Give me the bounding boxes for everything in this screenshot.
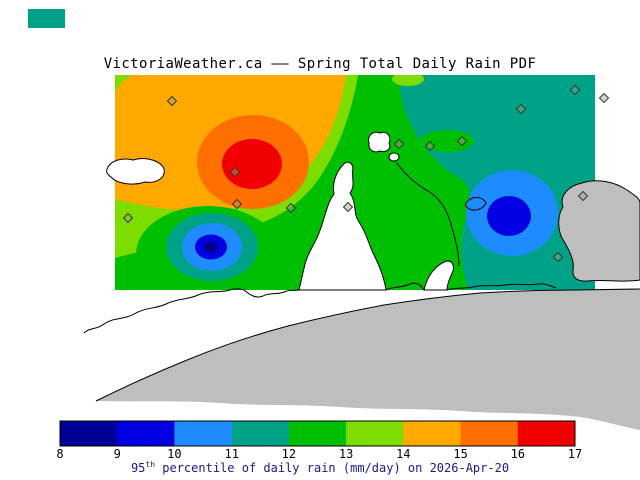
colorbar-segment bbox=[346, 421, 404, 446]
station-marker bbox=[577, 190, 589, 202]
colorbar-tick-label: 8 bbox=[56, 447, 63, 461]
coastline-waterfront-b bbox=[385, 282, 425, 291]
colorbar-tick-label: 11 bbox=[224, 447, 238, 461]
colorbar-segment bbox=[60, 421, 118, 446]
station-marker bbox=[342, 201, 354, 213]
small-islet-b bbox=[388, 152, 400, 162]
east-low-inner bbox=[487, 196, 531, 236]
south-peninsula-landmass bbox=[96, 289, 640, 430]
rain-contour-field bbox=[115, 75, 595, 290]
colorbar-tick-label: 14 bbox=[396, 447, 410, 461]
station-marker bbox=[229, 166, 241, 178]
colorbar-caption: 95th percentile of daily rain (mm/day) o… bbox=[0, 458, 640, 475]
harbour-inlet-water bbox=[298, 161, 387, 291]
west-island-outline bbox=[106, 158, 165, 185]
small-islet-a bbox=[368, 131, 391, 153]
coastal-islet-outline bbox=[464, 196, 487, 211]
station-marker bbox=[122, 212, 134, 224]
station-marker bbox=[393, 138, 405, 150]
colorbar-segment bbox=[517, 421, 575, 446]
coastline-southwest bbox=[83, 288, 245, 334]
colorbar-frame bbox=[59, 420, 576, 447]
colorbar-segment bbox=[460, 421, 519, 446]
colorbar: 8 9 10 11 12 13 14 15 16 17 bbox=[56, 420, 582, 461]
station-marker bbox=[231, 198, 243, 210]
colorbar-tick-label: 17 bbox=[568, 447, 582, 461]
caption-superscript: th bbox=[145, 460, 156, 469]
station-marker bbox=[515, 103, 527, 115]
coastline-waterfront-a bbox=[243, 289, 300, 298]
colorbar-tick-label: 12 bbox=[282, 447, 296, 461]
colorbar-segment bbox=[117, 421, 175, 446]
rain-min-core bbox=[203, 241, 219, 253]
colorbar-tick-label: 13 bbox=[339, 447, 353, 461]
page-title: VictoriaWeather.ca —— Spring Total Daily… bbox=[103, 56, 537, 72]
station-marker bbox=[598, 92, 610, 104]
inner-coastline bbox=[395, 161, 460, 267]
field-lightgreen-patch bbox=[392, 75, 424, 86]
station-marker bbox=[552, 251, 564, 263]
coastline-waterfront-c bbox=[446, 283, 557, 291]
colorbar-tick-label: 10 bbox=[167, 447, 181, 461]
station-marker bbox=[569, 84, 581, 96]
colorbar-segment bbox=[174, 421, 233, 446]
east-islands-landmass bbox=[558, 180, 640, 282]
colorbar-tick-label: 16 bbox=[511, 447, 525, 461]
corner-color-swatch bbox=[28, 9, 65, 28]
colorbar-segment bbox=[403, 421, 462, 446]
colorbar-tick-label: 15 bbox=[453, 447, 467, 461]
station-marker bbox=[166, 95, 178, 107]
bay-inlet-water bbox=[423, 260, 454, 291]
colorbar-segment bbox=[288, 421, 347, 446]
caption-value: 95 bbox=[130, 461, 146, 475]
colorbar-tick-label: 9 bbox=[114, 447, 121, 461]
station-marker bbox=[285, 202, 297, 214]
station-markers bbox=[122, 84, 610, 263]
colorbar-segment bbox=[231, 421, 290, 446]
caption-text: percentile of daily rain (mm/day) on 202… bbox=[155, 461, 510, 475]
south-peninsula-coastline bbox=[95, 288, 640, 402]
station-marker bbox=[424, 140, 436, 152]
rain-max-core bbox=[222, 139, 282, 189]
station-marker bbox=[456, 135, 468, 147]
